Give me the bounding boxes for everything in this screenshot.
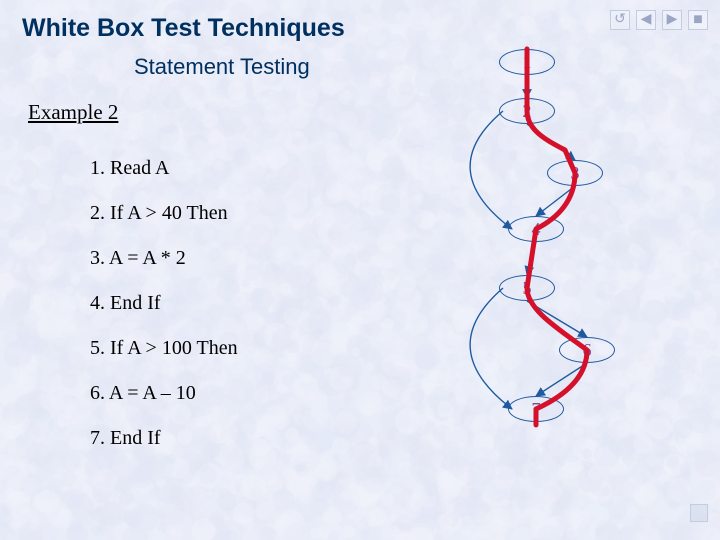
flow-node-7: 7: [508, 396, 564, 422]
flow-node-6: 6: [559, 337, 615, 363]
flow-edge: [470, 111, 512, 229]
flow-edge: [527, 124, 575, 160]
flow-node-4: 4: [508, 216, 564, 242]
flow-node-2: 2: [499, 98, 555, 124]
next-button[interactable]: ▶: [662, 10, 682, 30]
undo-button[interactable]: ↺: [610, 10, 630, 30]
prev-button[interactable]: ◀: [636, 10, 656, 30]
flow-edge: [527, 242, 536, 275]
flow-edge: [536, 186, 575, 216]
flow-edge: [536, 363, 587, 396]
slide-root: White Box Test Techniques Statement Test…: [0, 0, 720, 540]
flow-edge: [527, 301, 587, 337]
corner-decoration: [690, 504, 708, 522]
flow-node-1: 1: [499, 49, 555, 75]
last-button[interactable]: ■: [688, 10, 708, 30]
nav-controls: ↺ ◀ ▶ ■: [610, 10, 708, 30]
flow-node-3: 3: [547, 160, 603, 186]
flow-node-5: 5: [499, 275, 555, 301]
flow-edges: [0, 0, 720, 540]
flow-edge: [470, 288, 512, 409]
